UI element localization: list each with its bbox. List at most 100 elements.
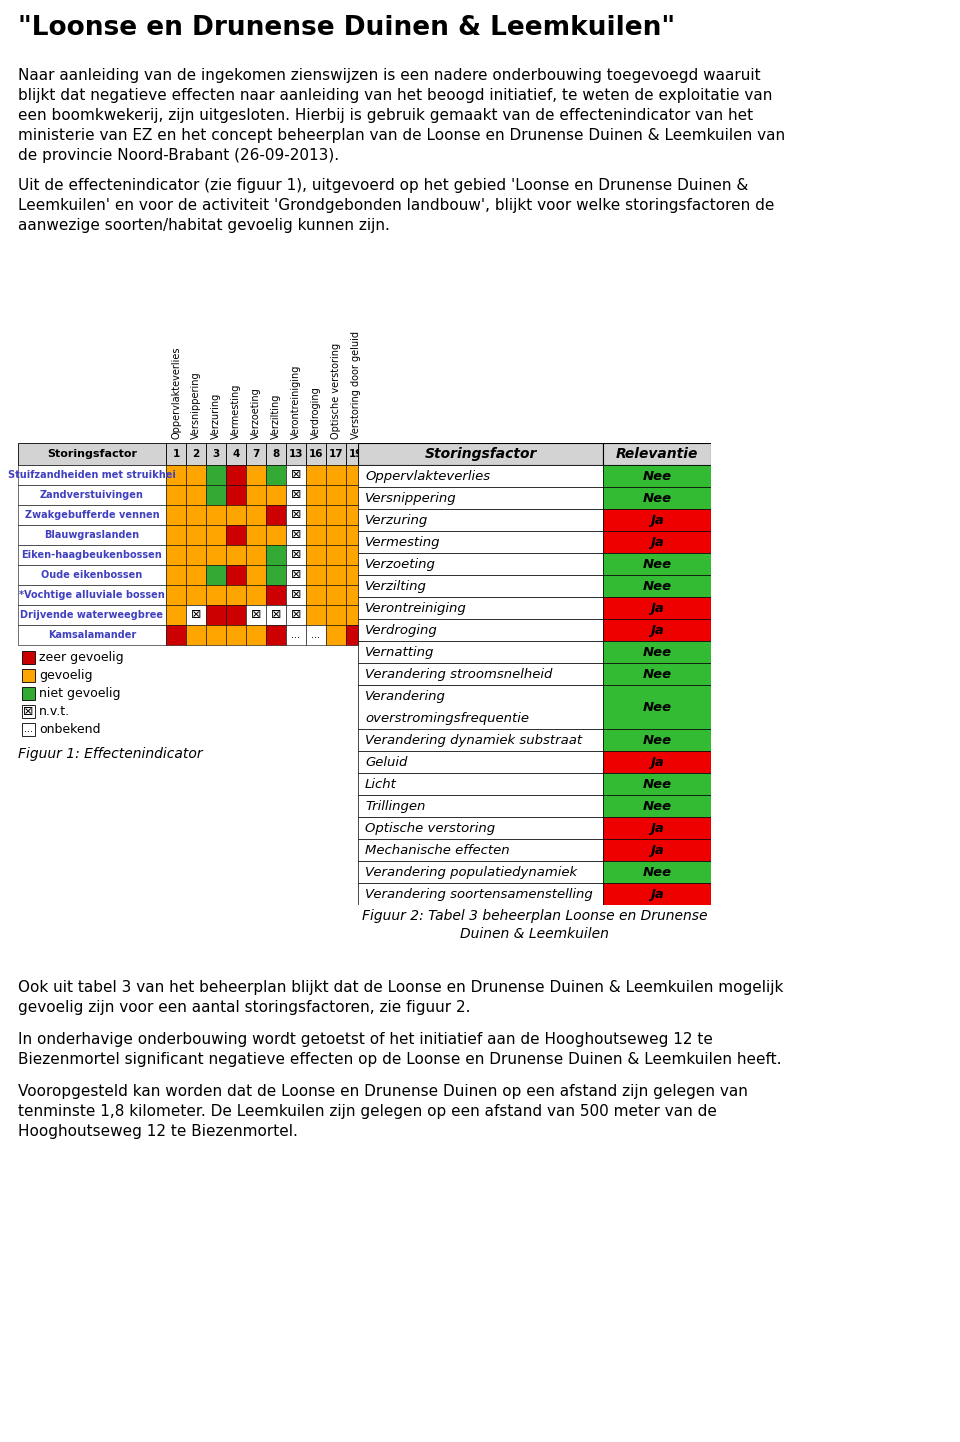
Bar [358, 883, 603, 906]
Text: zeer gevoelig: zeer gevoelig [39, 650, 124, 663]
Bar [206, 624, 226, 645]
Text: aanwezige soorten/habitat gevoelig kunnen zijn.: aanwezige soorten/habitat gevoelig kunne… [18, 218, 390, 234]
Text: 13: 13 [289, 448, 303, 459]
Text: Nee: Nee [642, 734, 672, 747]
Bar [306, 565, 326, 585]
Text: Leemkuilen' en voor de activiteit 'Grondgebonden landbouw', blijkt voor welke st: Leemkuilen' en voor de activiteit 'Grond… [18, 198, 775, 213]
Text: Vooropgesteld kan worden dat de Loonse en Drunense Duinen op een afstand zijn ge: Vooropgesteld kan worden dat de Loonse e… [18, 1084, 748, 1099]
Bar [246, 624, 266, 645]
Bar [358, 730, 603, 751]
Bar [226, 443, 246, 464]
Bar [206, 565, 226, 585]
Bar [22, 705, 35, 718]
Bar [358, 619, 603, 642]
Bar [603, 751, 711, 773]
Text: Nee: Nee [642, 865, 672, 878]
Text: Nee: Nee [642, 646, 672, 659]
Text: 19: 19 [348, 448, 363, 459]
Text: Stuifzandheiden met struikhei: Stuifzandheiden met struikhei [8, 470, 176, 480]
Bar [266, 585, 286, 606]
Bar [186, 565, 206, 585]
Text: de provincie Noord-Brabant (26-09-2013).: de provincie Noord-Brabant (26-09-2013). [18, 149, 339, 163]
Bar [22, 650, 35, 663]
Bar [603, 642, 711, 663]
Bar [206, 505, 226, 525]
Bar [603, 487, 711, 509]
Bar [326, 606, 346, 624]
Text: ⊠: ⊠ [191, 609, 202, 622]
Text: ⊠: ⊠ [291, 568, 301, 581]
Text: 7: 7 [252, 448, 260, 459]
Bar [166, 545, 186, 565]
Bar [246, 464, 266, 485]
Text: Verontreiniging: Verontreiniging [365, 601, 467, 614]
Bar [266, 624, 286, 645]
Text: Verzoeting: Verzoeting [365, 558, 436, 571]
Bar [358, 443, 603, 464]
Bar [306, 585, 326, 606]
Bar [603, 443, 711, 464]
Bar [166, 624, 186, 645]
Bar [358, 751, 603, 773]
Bar [186, 464, 206, 485]
Text: Mechanische effecten: Mechanische effecten [365, 844, 510, 857]
Text: Storingsfactor: Storingsfactor [424, 447, 537, 461]
Bar [166, 505, 186, 525]
Bar [186, 585, 206, 606]
Text: Geluid: Geluid [365, 756, 407, 769]
Text: Ja: Ja [650, 756, 664, 769]
Bar [603, 531, 711, 552]
Text: Verandering dynamiek substraat: Verandering dynamiek substraat [365, 734, 582, 747]
Bar [346, 525, 366, 545]
Text: 4: 4 [232, 448, 240, 459]
Text: Ja: Ja [650, 844, 664, 857]
Text: onbekend: onbekend [39, 722, 101, 735]
Bar [266, 485, 286, 505]
Bar [226, 485, 246, 505]
Text: Vermesting: Vermesting [231, 384, 241, 438]
Text: In onderhavige onderbouwing wordt getoetst of het initiatief aan de Hooghoutsewe: In onderhavige onderbouwing wordt getoet… [18, 1032, 713, 1047]
Text: Oppervlakteverlies: Oppervlakteverlies [171, 346, 181, 438]
Text: Nee: Nee [642, 668, 672, 681]
Text: Hooghoutseweg 12 te Biezenmortel.: Hooghoutseweg 12 te Biezenmortel. [18, 1123, 298, 1139]
Bar [306, 505, 326, 525]
Text: Nee: Nee [642, 492, 672, 505]
Text: Uit de effectenindicator (zie figuur 1), uitgevoerd op het gebied 'Loonse en Dru: Uit de effectenindicator (zie figuur 1),… [18, 177, 749, 193]
Bar [358, 795, 603, 818]
Bar [346, 485, 366, 505]
Text: Eiken-haagbeukenbossen: Eiken-haagbeukenbossen [22, 549, 162, 559]
Text: Nee: Nee [642, 777, 672, 790]
Bar [186, 443, 206, 464]
Bar [326, 464, 346, 485]
Bar [166, 606, 186, 624]
Bar [166, 585, 186, 606]
Bar [18, 545, 166, 565]
Bar [603, 861, 711, 883]
Text: tenminste 1,8 kilometer. De Leemkuilen zijn gelegen op een afstand van 500 meter: tenminste 1,8 kilometer. De Leemkuilen z… [18, 1105, 717, 1119]
Bar [246, 585, 266, 606]
Text: Verzilting: Verzilting [365, 580, 427, 593]
Text: Nee: Nee [642, 701, 672, 714]
Bar [603, 795, 711, 818]
Text: Nee: Nee [642, 580, 672, 593]
Bar [603, 663, 711, 685]
Bar [346, 545, 366, 565]
Bar [358, 575, 603, 597]
Bar [306, 545, 326, 565]
Bar [326, 443, 346, 464]
Text: Versnippering: Versnippering [365, 492, 457, 505]
Bar [326, 585, 346, 606]
Text: gevoelig: gevoelig [39, 669, 92, 682]
Bar [266, 545, 286, 565]
Bar [206, 585, 226, 606]
Bar [358, 464, 603, 487]
Text: 1: 1 [173, 448, 180, 459]
Bar [306, 624, 326, 645]
Bar [166, 525, 186, 545]
Text: ⊠: ⊠ [291, 609, 301, 622]
Bar [18, 606, 166, 624]
Text: n.v.t.: n.v.t. [39, 705, 70, 718]
Text: Verdroging: Verdroging [365, 623, 438, 636]
Bar [306, 443, 326, 464]
Text: blijkt dat negatieve effecten naar aanleiding van het beoogd initiatief, te wete: blijkt dat negatieve effecten naar aanle… [18, 88, 773, 102]
